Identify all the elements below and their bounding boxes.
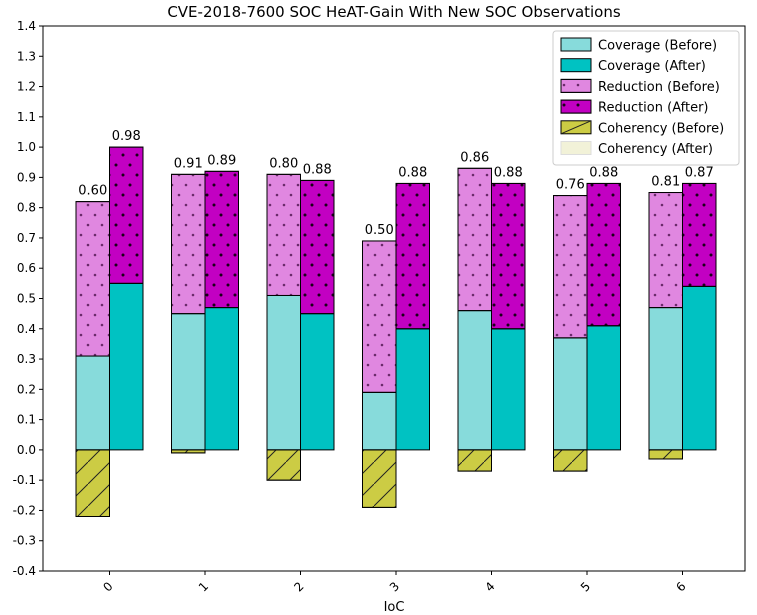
y-tick-label: 0.8	[17, 201, 36, 215]
bar-coherency-before-hatch	[75, 449, 110, 517]
bar-coverage-before	[266, 294, 301, 451]
legend-label: Coverage (Before)	[598, 39, 717, 54]
x-axis-label: IoC	[384, 600, 405, 615]
x-tick-label: 4	[482, 579, 497, 594]
legend: Coverage (Before) Coverage (After) Reducti…	[552, 30, 740, 166]
value-label-after: 0.88	[303, 162, 332, 177]
value-label-after: 0.98	[112, 129, 141, 144]
bar-reduction-before-hatch	[171, 173, 206, 315]
x-tick-label: 1	[196, 579, 211, 594]
y-tick-label: 0.6	[17, 261, 36, 275]
x-axis: 0 1 2 3 4 5 6	[100, 571, 689, 595]
y-tick-label: 1.2	[17, 80, 36, 94]
legend-label: Coherency (After)	[598, 142, 713, 157]
legend-swatch-hatch	[560, 120, 592, 135]
bar-coverage-before	[171, 313, 206, 451]
y-tick-label: 1.1	[17, 110, 36, 124]
bar-coherency-before-hatch	[457, 449, 492, 472]
bar-coverage-after	[491, 328, 526, 451]
bar-coverage-after	[300, 313, 335, 451]
bar-reduction-before-hatch	[553, 195, 588, 339]
chart-title: CVE-2018-7600 SOC HeAT-Gain With New SOC…	[167, 3, 621, 21]
value-label-after: 0.87	[685, 165, 714, 180]
y-tick-label: 0.3	[17, 352, 36, 366]
bar-coherency-before-hatch	[266, 449, 301, 481]
value-label-after: 0.89	[207, 153, 236, 168]
bar-coverage-after	[586, 325, 621, 451]
y-tick-label: 0.4	[17, 322, 36, 336]
y-tick-label: 0.9	[17, 170, 36, 184]
bar-reduction-before-hatch	[457, 167, 492, 312]
bar-reduction-after-hatch	[109, 146, 144, 284]
bar-coverage-before	[648, 307, 683, 451]
bar-coverage-after	[204, 307, 239, 451]
plot-area: 0.60 0.98 0.91 0.89 0.80 0.88 0.50 0.88 0.86 0.88…	[75, 129, 717, 517]
legend-label: Reduction (After)	[598, 101, 708, 116]
y-tick-label: 1.0	[17, 140, 36, 154]
y-tick-label: -0.3	[13, 534, 36, 548]
legend-label: Reduction (Before)	[598, 80, 720, 95]
bar-reduction-before-hatch	[75, 201, 110, 357]
y-tick-label: 0.2	[17, 382, 36, 396]
bar-coverage-before	[362, 391, 397, 451]
x-tick-label: 2	[291, 579, 306, 594]
legend-swatch	[560, 141, 592, 155]
bar-reduction-after-hatch	[682, 182, 717, 287]
legend-swatch-hatch	[560, 78, 592, 93]
y-tick-label: 0.1	[17, 413, 36, 427]
y-tick-label: -0.4	[13, 564, 36, 578]
bar-reduction-before-hatch	[648, 192, 683, 309]
value-label-before: 0.50	[365, 223, 394, 238]
bar-reduction-after-hatch	[204, 170, 239, 309]
value-label-before: 0.81	[651, 175, 680, 190]
value-label-before: 0.60	[78, 184, 107, 199]
bar-reduction-before-hatch	[362, 240, 397, 393]
value-label-before: 0.76	[556, 178, 585, 193]
bar-coverage-before	[75, 355, 110, 451]
y-tick-label: -0.2	[13, 503, 36, 517]
bar-coherency-before-hatch	[171, 449, 206, 454]
value-label-before: 0.80	[269, 156, 298, 171]
bar-coverage-after	[395, 328, 430, 451]
legend-label: Coverage (After)	[598, 59, 706, 74]
legend-swatch-hatch	[560, 99, 592, 114]
legend-swatch	[560, 58, 592, 73]
bar-reduction-before-hatch	[266, 173, 301, 296]
legend-swatch	[560, 37, 592, 52]
bar-coverage-before	[553, 337, 588, 451]
x-tick-label: 3	[387, 579, 402, 594]
bar-coverage-before	[457, 310, 492, 451]
legend-box	[552, 30, 740, 166]
x-tick-label: 6	[673, 579, 688, 594]
value-label-after: 0.88	[589, 165, 618, 180]
value-label-before: 0.91	[174, 156, 203, 171]
bar-coherency-before-hatch	[648, 449, 683, 460]
y-tick-label: 0.5	[17, 292, 36, 306]
bar-coherency-before-hatch	[362, 449, 397, 508]
bar-reduction-after-hatch	[395, 182, 430, 330]
y-tick-label: -0.1	[13, 473, 36, 487]
value-label-after: 0.88	[398, 165, 427, 180]
y-tick-label: 0.7	[17, 231, 36, 245]
plot-frame	[42, 25, 746, 572]
value-label-before: 0.86	[460, 150, 489, 165]
x-tick-label: 0	[100, 579, 115, 594]
bar-reduction-after-hatch	[300, 179, 335, 315]
bar-reduction-after-hatch	[586, 182, 621, 327]
y-tick-label: 1.3	[17, 49, 36, 63]
value-label-after: 0.88	[494, 165, 523, 180]
y-tick-label: 0.0	[17, 443, 36, 457]
x-tick-label: 5	[578, 579, 593, 594]
y-axis: -0.4 -0.3 -0.2 -0.1 0.0 0.1 0.2 0.3 0.4 0.5 0.6 0.7…	[13, 19, 43, 578]
y-tick-label: 1.4	[17, 19, 36, 33]
legend-label: Coherency (Before)	[598, 121, 724, 136]
bar-coverage-after	[682, 285, 717, 451]
bar-coherency-before-hatch	[553, 449, 588, 472]
bar-coverage-after	[109, 282, 144, 451]
bar-reduction-after-hatch	[491, 182, 526, 330]
